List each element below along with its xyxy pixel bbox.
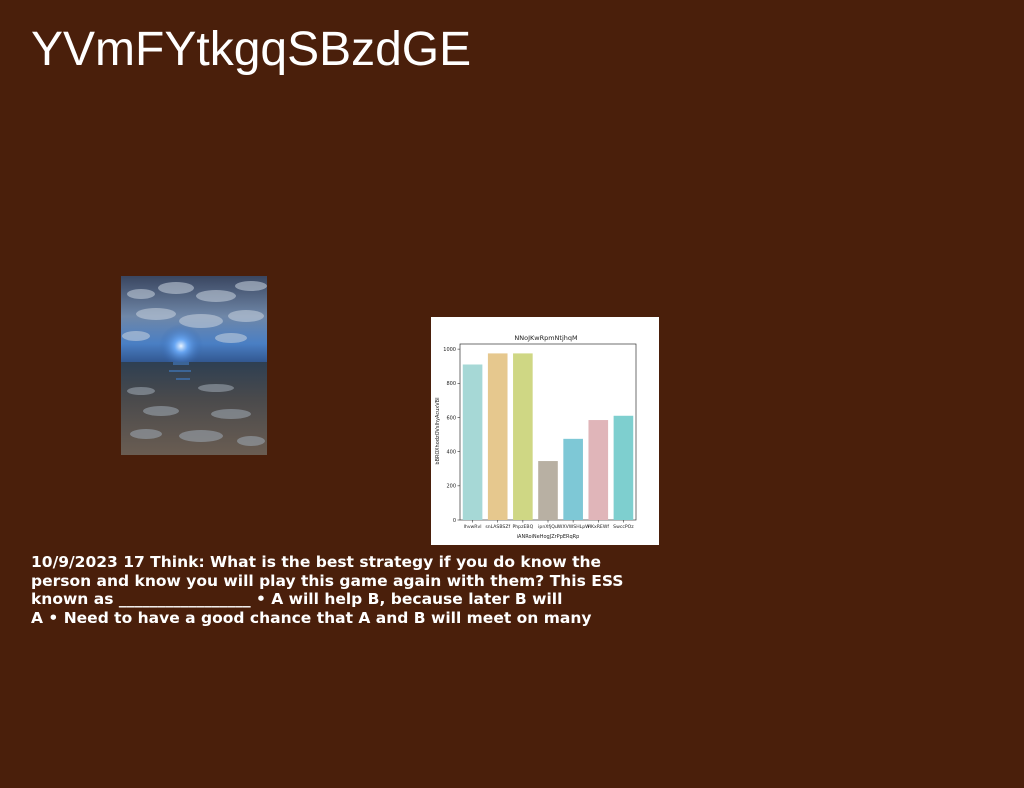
x-tick-label: IWXVWSHLpW [557, 524, 591, 530]
y-tick-label: 400 [446, 449, 456, 455]
body-line: A • Need to have a good chance that A an… [31, 608, 592, 627]
bar [538, 461, 558, 520]
bar [563, 438, 583, 520]
x-tick-label: SwccPOz [613, 524, 634, 530]
bar [487, 353, 508, 520]
body-line: 10/9/2023 17 Think: What is the best str… [31, 553, 602, 571]
beach-sunset-photo [121, 276, 267, 455]
x-tick-label: HKxREWf [588, 524, 610, 530]
chart-xlabel: iANRoiNeHogJZrPpERqRp [517, 534, 580, 540]
slide-body-text: 10/9/2023 17 Think: What is the best str… [31, 553, 651, 627]
bar-chart: NNoJKwRpmNtjhqM bBROXhodzOVsIhyAcuxVBI i… [431, 317, 659, 545]
body-line: person and know you will play this game … [31, 571, 624, 590]
x-tick-label: lhvwRvl [464, 524, 482, 530]
bar [613, 415, 634, 520]
body-line: known as _________________ • A will help… [31, 590, 563, 608]
y-tick-label: 0 [453, 518, 456, 524]
slide-title: YVmFYtkgqSBzdGE [31, 23, 472, 76]
bar [588, 420, 609, 520]
chart-ylabel: bBROXhodzOVsIhyAcuxVBI [435, 397, 441, 464]
y-tick-label: 1000 [443, 347, 456, 353]
x-tick-label: snLASBSZf [485, 524, 510, 530]
y-tick-label: 600 [446, 415, 456, 421]
x-tick-label: PhpzEBQ [513, 524, 534, 530]
bar [462, 364, 483, 520]
bar [513, 353, 533, 520]
chart-title: NNoJKwRpmNtjhqM [514, 334, 577, 342]
y-tick-label: 200 [446, 484, 456, 490]
x-tick-label: ipnXfjQu [538, 524, 558, 530]
y-tick-label: 800 [446, 381, 456, 387]
